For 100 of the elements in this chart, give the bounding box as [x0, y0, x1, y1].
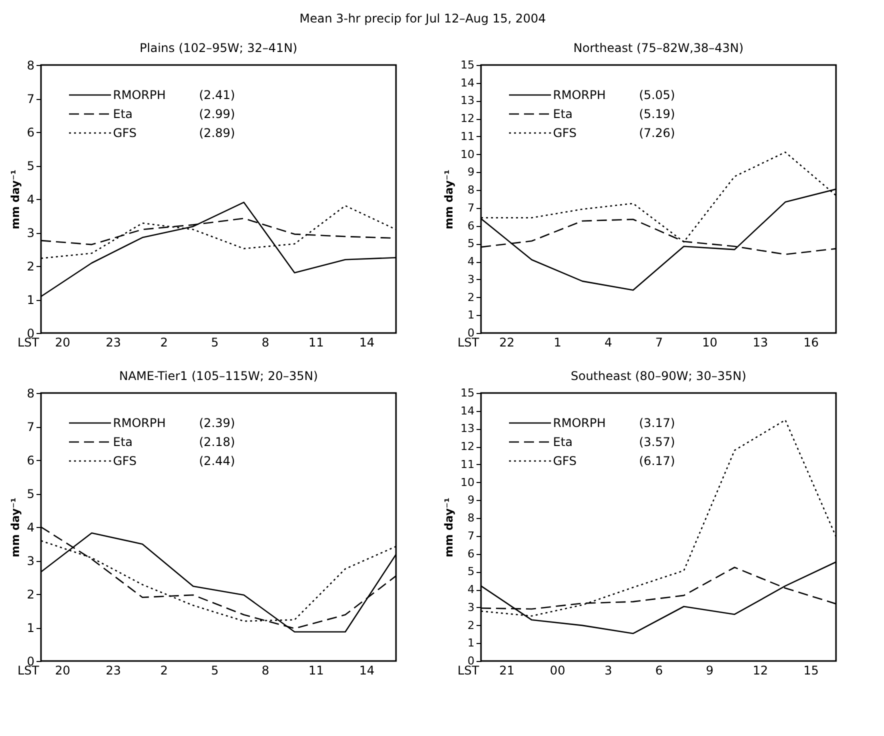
annotation: (2.89)	[199, 126, 236, 140]
x-tick-label: 11	[308, 664, 324, 678]
x-tick-label: 23	[106, 664, 121, 678]
y-tick-label: 1	[468, 636, 474, 650]
legend-label: GFS	[113, 454, 137, 468]
x-tick-label: 20	[54, 336, 70, 350]
x-tick-label: 4	[604, 336, 612, 350]
chart-title: Plains (102–95W; 32–41N)	[140, 41, 298, 55]
legend-label: GFS	[553, 454, 577, 468]
y-tick-label: 7	[468, 201, 474, 214]
y-tick-label: 3	[26, 226, 34, 240]
y-tick-label: 6	[468, 547, 474, 560]
annotation: (5.05)	[639, 88, 676, 102]
x-tick-label: 16	[804, 336, 819, 350]
legend-label: Eta	[553, 107, 573, 121]
x-tick-label: 00	[550, 664, 566, 678]
y-tick-label: 6	[468, 219, 474, 232]
y-tick-label: 12	[460, 112, 474, 126]
y-tick-label: 10	[460, 476, 474, 489]
y-axis-title: mm day⁻¹	[8, 170, 22, 230]
y-tick-label: 11	[460, 458, 474, 471]
annotation: (6.17)	[639, 454, 676, 468]
x-tick-label: 8	[262, 664, 270, 678]
x-tick-label: 22	[499, 336, 514, 350]
chart-title: Northeast (75–82W,38–43N)	[573, 41, 744, 55]
y-tick-label: 5	[26, 159, 34, 173]
y-tick-label: 14	[460, 76, 474, 90]
y-tick-label: 1	[26, 621, 34, 635]
annotation: (2.99)	[199, 107, 236, 121]
y-tick-label: 4	[468, 583, 474, 596]
y-tick-label: 13	[460, 94, 474, 108]
y-tick-label: 4	[468, 255, 474, 268]
legend-label: Eta	[553, 435, 573, 449]
x-tick-label: 5	[210, 664, 219, 678]
chart-title: NAME-Tier1 (105–115W; 20–35N)	[119, 369, 318, 383]
y-tick-label: 4	[26, 192, 34, 206]
x-axis-title: LST	[458, 664, 480, 678]
y-tick-label: 5	[468, 565, 474, 578]
text: Mean 3-hr precip for Jul 12–Aug 15, 2004	[299, 11, 546, 26]
y-tick-label: 1	[468, 308, 474, 322]
y-tick-label: 6	[26, 454, 34, 468]
x-tick-label: 1	[554, 336, 562, 350]
x-tick-label: 14	[359, 336, 375, 350]
y-tick-label: 7	[26, 92, 34, 106]
chart-title: Southeast (80–90W; 30–35N)	[570, 369, 746, 383]
y-axis-title: mm day⁻¹	[442, 170, 456, 230]
annotation: (2.44)	[199, 454, 236, 468]
x-axis-title: LST	[458, 336, 480, 350]
y-tick-label: 3	[468, 600, 474, 614]
x-tick-label: 14	[359, 664, 375, 678]
y-axis-title: mm day⁻¹	[8, 498, 22, 558]
x-tick-label: 23	[106, 336, 121, 350]
annotation: (2.39)	[199, 416, 236, 430]
x-tick-label: 11	[308, 336, 324, 350]
y-tick-label: 12	[460, 440, 474, 454]
y-tick-label: 14	[460, 404, 474, 418]
y-tick-label: 7	[26, 420, 34, 434]
y-tick-label: 11	[460, 130, 474, 143]
x-tick-label: 13	[752, 336, 768, 350]
legend-label: RMORPH	[553, 416, 606, 430]
x-tick-label: 7	[655, 336, 663, 350]
y-tick-label: 2	[26, 588, 34, 602]
y-tick-label: 8	[468, 184, 474, 197]
x-tick-label: 6	[655, 664, 663, 678]
x-tick-label: 2	[160, 664, 168, 678]
x-tick-label: 2	[160, 336, 168, 350]
annotation: (7.26)	[639, 126, 676, 140]
y-axis-title: mm day⁻¹	[442, 498, 456, 558]
legend-label: RMORPH	[113, 88, 166, 102]
x-tick-label: 3	[604, 664, 612, 678]
y-tick-label: 10	[460, 148, 474, 161]
y-tick-label: 2	[26, 260, 34, 274]
legend-label: RMORPH	[113, 416, 166, 430]
x-tick-label: 5	[210, 336, 219, 350]
y-tick-label: 8	[26, 58, 34, 72]
x-tick-label: 21	[499, 664, 514, 678]
y-tick-label: 7	[468, 529, 474, 542]
y-tick-label: 15	[460, 58, 474, 72]
annotation: (3.57)	[639, 435, 676, 449]
y-tick-label: 2	[468, 290, 474, 304]
x-tick-label: 15	[804, 664, 819, 678]
annotation: (3.17)	[639, 416, 676, 430]
y-tick-label: 4	[26, 520, 34, 534]
x-tick-label: 9	[706, 664, 714, 678]
legend-label: Eta	[113, 107, 133, 121]
y-tick-label: 15	[460, 386, 474, 400]
y-tick-label: 6	[26, 126, 34, 140]
legend-label: GFS	[553, 126, 577, 140]
x-tick-label: 20	[54, 664, 70, 678]
y-tick-label: 3	[468, 272, 474, 286]
x-tick-label: 12	[752, 664, 768, 678]
y-tick-label: 8	[468, 512, 474, 525]
y-tick-label: 5	[26, 487, 34, 501]
y-tick-label: 2	[468, 618, 474, 632]
x-tick-label: 8	[262, 336, 270, 350]
legend-label: Eta	[113, 435, 133, 449]
y-tick-label: 3	[26, 554, 34, 568]
y-tick-label: 9	[468, 166, 474, 179]
annotation: (5.19)	[639, 107, 676, 121]
y-tick-label: 8	[26, 386, 34, 400]
